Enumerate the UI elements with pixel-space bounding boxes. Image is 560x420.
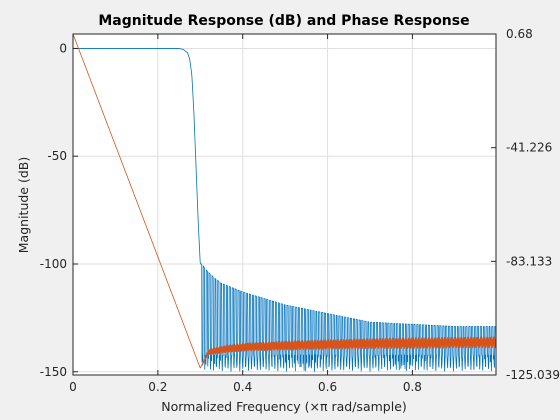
axes-box [72,33,497,376]
x-axis-label: Normalized Frequency (×π rad/sample) [161,399,407,414]
magnitude-series-line [73,48,496,372]
chart-title: Magnitude Response (dB) and Phase Respon… [98,13,469,29]
y-tick-label-left: 0 [59,41,67,55]
y-tick-label-left: -100 [40,257,67,271]
y-tick-label-right: -125.039 [506,368,560,382]
y-tick-label-right: 0.68 [506,27,533,41]
y-ticks-left: 0 -50 -100 -150 [40,41,78,379]
y-tick-label-left: -150 [40,365,67,379]
x-tick-label: 0.6 [318,380,337,394]
phase-series-line [73,34,496,369]
y-tick-label-left: -50 [47,149,67,163]
y-ticks-right: 0.68 -41.226 -83.133 -125.039 [491,27,560,382]
x-tick-label: 0.4 [233,380,252,394]
y-axis-label: Magnitude (dB) [16,157,31,253]
x-tick-label: 0 [69,380,77,394]
x-tick-label: 0.8 [403,380,422,394]
y-tick-label-right: -83.133 [506,254,552,268]
x-tick-label: 0.2 [148,380,167,394]
x-ticks: 0 0.2 0.4 0.6 0.8 [69,34,422,394]
y-tick-label-right: -41.226 [506,141,552,155]
